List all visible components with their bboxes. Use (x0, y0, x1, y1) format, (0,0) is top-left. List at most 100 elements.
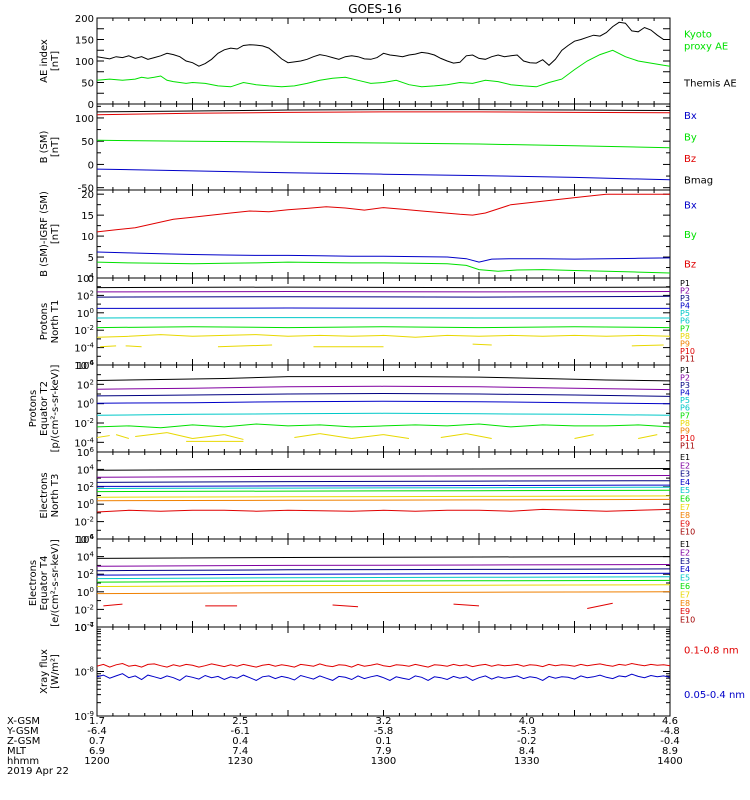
series-line-black (97, 21, 670, 67)
series-segment-red (587, 602, 613, 610)
legend-entry: E3 (680, 470, 690, 479)
legend-entry: P6 (680, 404, 690, 413)
legend-entry: P3 (680, 381, 690, 390)
series-segment-yellow (631, 344, 664, 347)
x-axis-tick-label: -4.8 (660, 726, 680, 737)
series-line-yellow (97, 334, 670, 338)
series-group (97, 193, 670, 274)
series-line-black (97, 556, 670, 559)
y-tick-label: 10-6 (74, 359, 94, 372)
panel-frame (96, 626, 671, 717)
series-segment-yellow (135, 432, 168, 438)
legend-entry: E6 (680, 582, 690, 591)
legend-entry: E8 (680, 511, 690, 520)
series-segment-yellow (351, 434, 384, 439)
legend-entry: Kyoto proxy AE (684, 30, 728, 53)
series-segment-yellow (383, 434, 410, 439)
series-line-black (97, 468, 670, 471)
x-axis-tick-label: 1330 (514, 756, 539, 767)
series-group (97, 556, 670, 610)
series-segment-yellow (638, 434, 658, 439)
series-segment-yellow (472, 343, 492, 346)
legend-entry: P8 (680, 419, 690, 428)
series-group (97, 286, 670, 348)
legend-entry: P2 (680, 374, 690, 383)
legend-entry: P4 (680, 389, 690, 398)
y-tick-label: 0 (88, 100, 94, 111)
panel-xray: 10-9 10-8 10-7 Xray flux[W/m²] 0.1-0.8 nm 0.0… (39, 621, 745, 723)
panel-frame (96, 364, 671, 453)
panel-frame (96, 189, 671, 279)
legend-entry: E10 (680, 528, 695, 537)
y-tick-label: 10-2 (74, 603, 94, 616)
series-line-green (97, 261, 670, 274)
legend-entry: Bz (684, 154, 696, 165)
legend-entry: E1 (680, 453, 690, 462)
x-axis-row-label: Y-GSM (6, 726, 39, 737)
x-axis-tick-label: 1400 (657, 756, 682, 767)
y-tick-label: 10-2 (74, 324, 94, 337)
x-axis-tick-label: 0.7 (89, 736, 105, 747)
y-tick-label: 102 (77, 568, 94, 581)
legend-entry: E1 (680, 540, 690, 549)
legend-entry: P10 (680, 347, 695, 356)
y-tick-label: 102 (77, 289, 94, 302)
series-line-purple (97, 475, 670, 478)
panel-frame (96, 17, 671, 105)
panel-ae: 0 50 100 150 200 AE index[nT] Kyoto proxy AE The… (39, 14, 737, 111)
series-line-cyan (97, 576, 670, 580)
series-line-black (97, 376, 670, 382)
series-segment-yellow (294, 433, 320, 438)
legend-entry: Themis AE (683, 79, 737, 90)
legend-entry: 0.05-0.4 nm (684, 690, 745, 701)
series-line-cyan (97, 412, 670, 416)
x-axis-row-label: Z-GSM (7, 736, 40, 747)
series-line-navy (97, 392, 670, 397)
y-tick-label: 0 (88, 274, 94, 285)
panel-pe: 10-4 10-2 100 102 104 ProtonsEquator T2[p/(cm… (28, 359, 695, 453)
y-axis-label: ProtonsEquator T2[p/(cm²-s-sr-keV)] (28, 365, 61, 453)
legend-entry: E3 (680, 557, 690, 566)
series-group (97, 21, 670, 88)
y-tick-label: 10 (81, 232, 94, 243)
y-tick-label: 104 (77, 272, 95, 285)
legend-entry: P6 (680, 317, 690, 326)
series-group (97, 468, 670, 513)
legend-entry: P7 (680, 411, 690, 420)
y-tick-label: 15 (81, 211, 94, 222)
y-tick-label: 10-4 (74, 342, 94, 355)
x-axis-tick-label: -5.8 (374, 726, 394, 737)
series-line-yellow (97, 584, 670, 587)
x-axis-tick-label: 2.5 (232, 716, 248, 727)
legend-entry: P4 (680, 302, 690, 311)
legend-entry: E9 (680, 607, 690, 616)
series-line-navy (97, 568, 670, 572)
y-tick-label: 100 (75, 57, 94, 68)
series-line-black (97, 109, 670, 113)
legend-entry: E5 (680, 574, 690, 583)
y-axis-label: AE index[nT] (39, 39, 61, 83)
legend-entry: E7 (680, 503, 690, 512)
series-segment-red (453, 603, 480, 607)
y-tick-label: 150 (75, 36, 94, 47)
x-axis-tick-label: 6.9 (89, 746, 105, 757)
series-segment-yellow (466, 433, 492, 439)
legend-entry: P1 (680, 279, 690, 288)
legend-entry: Bx (684, 111, 697, 122)
series-line-orange (97, 591, 670, 595)
y-tick-label: 10-8 (74, 666, 94, 679)
series-segment-red (103, 603, 123, 607)
series-line-green (97, 326, 670, 329)
legend-entry: Bz (684, 259, 696, 270)
y-tick-label: 100 (77, 498, 94, 511)
panel-ee: 10-4 10-2 100 102 104 106 ElectronsEquator T4[… (28, 533, 695, 634)
panel-frame (96, 277, 671, 366)
legend-entry: P3 (680, 294, 690, 303)
x-axis-tick-label: 4.6 (662, 716, 678, 727)
series-segment-yellow (192, 434, 225, 439)
series-segment-yellow (125, 345, 142, 348)
x-axis-tick-label: 7.4 (232, 746, 248, 757)
y-tick-label: 106 (77, 533, 95, 546)
